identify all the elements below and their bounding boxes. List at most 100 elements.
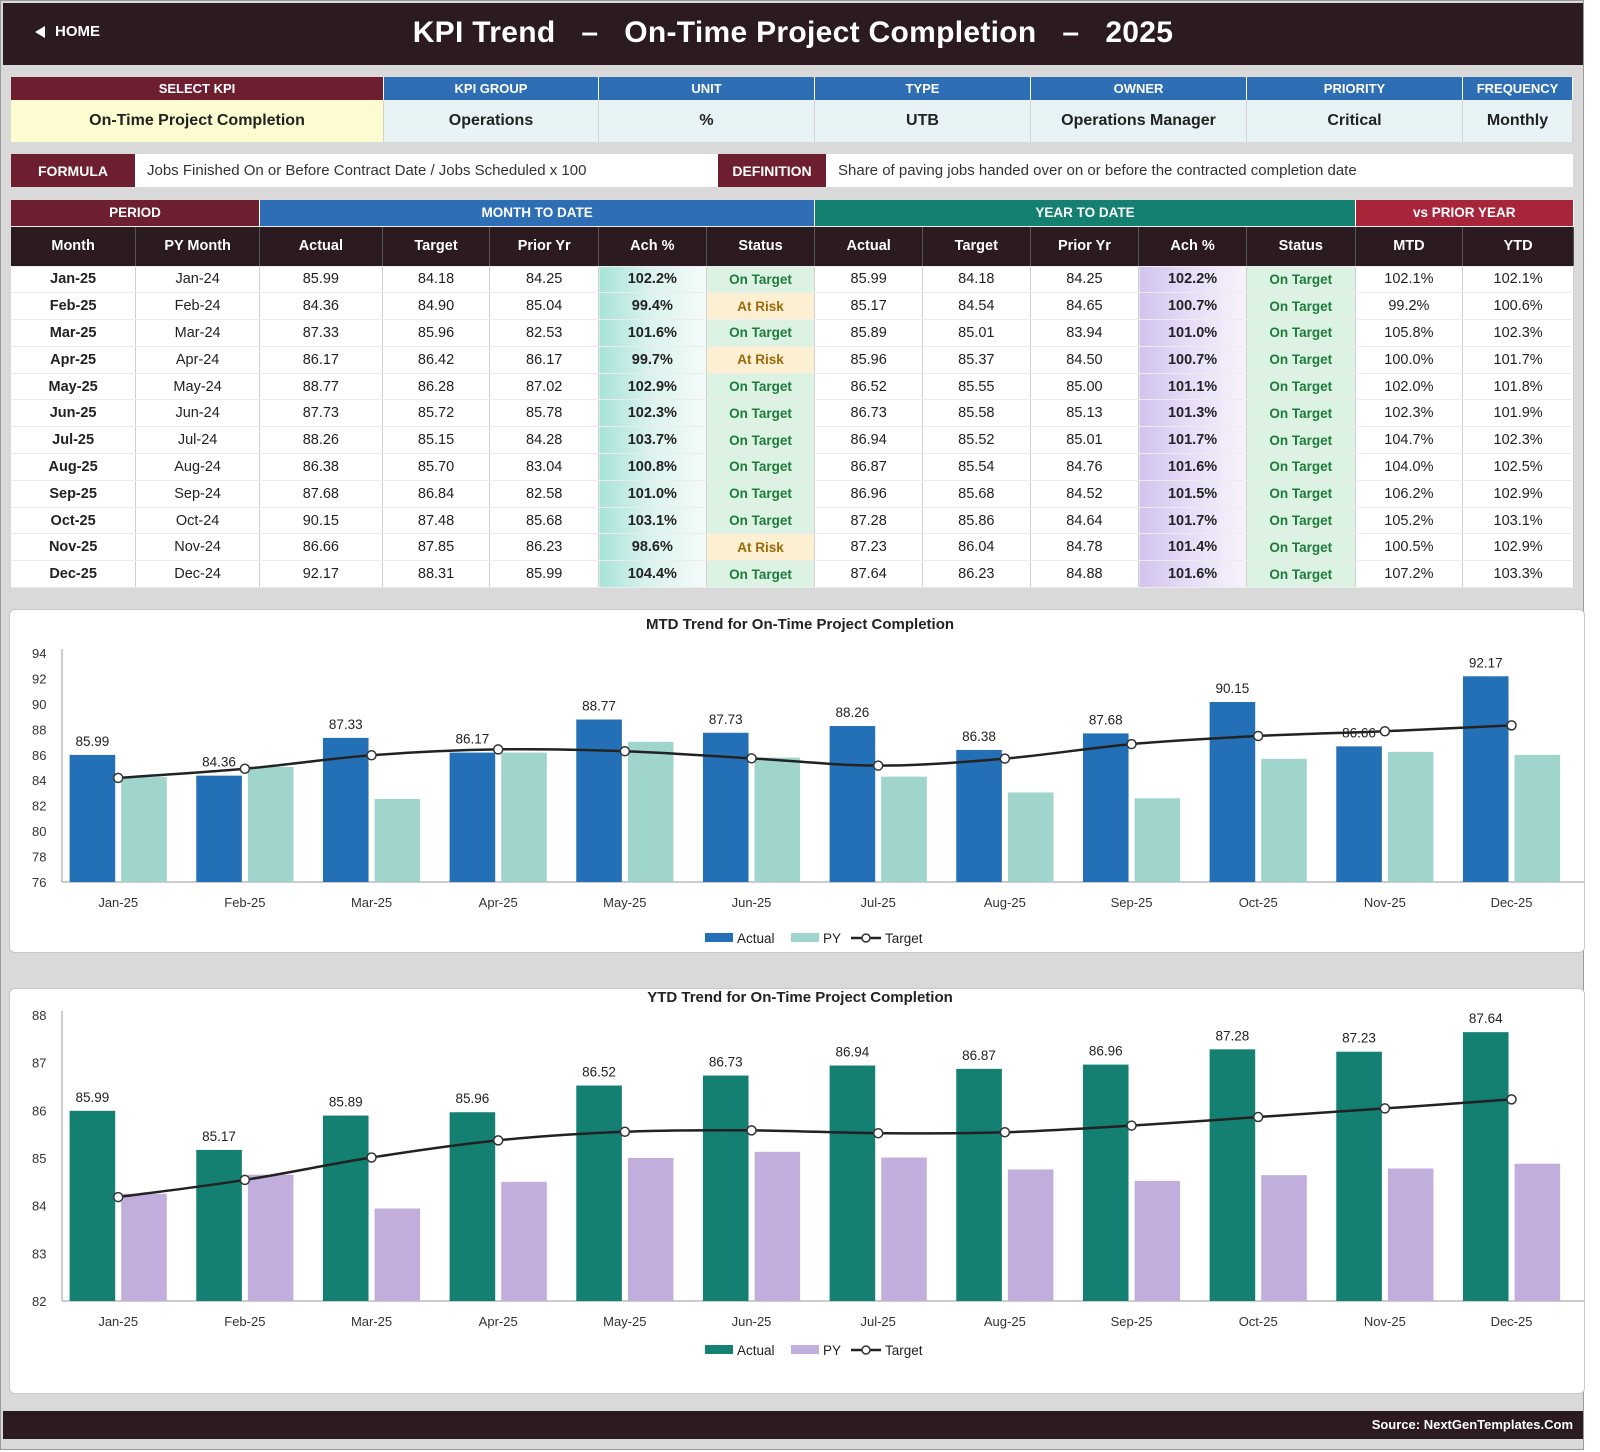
bar-py [1261,758,1307,882]
table-cell: May-24 [135,373,260,401]
table-cell: 85.00 [1030,373,1140,401]
target-marker [1506,1094,1517,1105]
bar-py [1134,1180,1181,1301]
table-cell: 99.2% [1355,292,1464,321]
target-marker [1379,725,1391,737]
table-cell: 85.78 [489,399,599,428]
table-cell: Dec-24 [135,560,260,589]
table-cell: On Target [1246,426,1356,455]
page-title: KPI Trend – On-Time Project Completion –… [412,16,1174,49]
bar-actual [1209,1049,1256,1301]
table-cell: Aug-25 [11,453,137,481]
owner-value: Operations Manager [1031,100,1247,142]
table-cell: 86.17 [259,346,383,374]
table-cell: On Target [1246,346,1356,374]
data-label: 86.73 [709,1055,743,1070]
table-cell: On Target [706,480,816,508]
table-cell: 85.17 [814,292,923,321]
table-cell: 85.37 [922,346,1031,374]
table-cell: On Target [1246,533,1356,562]
table-cell: 87.33 [259,319,383,347]
data-label: 87.23 [1342,1031,1376,1046]
home-button[interactable]: HOME [35,23,100,40]
kpi-info-strip: SELECT KPI On-Time Project Completion KPI … [11,77,1573,142]
target-marker [239,763,251,775]
bar-py [1261,1175,1307,1301]
table-row: Mar-25 Mar-24 87.33 85.96 82.53 101.6% On Targ… [11,319,1574,347]
select-kpi-field[interactable]: SELECT KPI On-Time Project Completion [11,77,384,142]
data-label: 87.33 [329,717,363,732]
table-cell: 85.01 [1030,426,1140,455]
legend-swatch-actual [705,933,733,942]
table-cell: 85.89 [814,319,923,347]
priority-field: PRIORITY Critical [1247,77,1463,142]
table-cell: 88.26 [259,426,383,455]
legend-swatch-actual [705,1345,733,1354]
legend-marker-target [861,1345,871,1355]
table-cell: 102.3% [1462,426,1574,455]
bar-py [1514,754,1561,882]
kpi-trend-table: PERIOD MONTH TO DATE YEAR TO DATE vs PRI… [11,200,1575,589]
table-row: Dec-25 Dec-24 92.17 88.31 85.99 104.4% On Targ… [11,560,1574,589]
bar-py [754,757,801,882]
table-cell: 99.7% [598,346,707,374]
table-cell: 101.7% [1138,426,1247,455]
target-marker [1379,1103,1391,1114]
table-cell: Jan-25 [11,266,137,294]
table-cell: 101.6% [1138,453,1247,481]
column-header: Target [382,226,491,267]
data-label: 86.87 [962,1048,996,1063]
table-cell: On Target [1246,480,1356,508]
legend-swatch-py [791,933,819,942]
y-tick-label: 76 [32,875,46,890]
target-marker [872,760,884,771]
table-cell: On Target [1246,453,1356,481]
x-tick-label: Jun-25 [732,1314,772,1329]
y-tick-label: 84 [32,1199,46,1214]
table-cell: 102.9% [598,373,707,401]
data-label: 84.36 [202,755,236,770]
footer-bar: Source: NextGenTemplates.Com [3,1411,1583,1439]
table-cell: 83.04 [489,453,599,481]
table-cell: Mar-24 [135,319,260,347]
table-cell: 102.5% [1462,453,1574,481]
column-header: Ach % [1138,226,1247,267]
bar-py [247,766,294,882]
table-cell: 88.77 [259,373,383,401]
kpi-group-header: KPI GROUP [384,77,599,100]
bar-py [881,1157,927,1301]
table-cell: 85.96 [814,346,923,374]
table-cell: 84.18 [922,266,1031,294]
data-label: 86.38 [962,729,996,744]
table-cell: 83.94 [1030,319,1140,347]
select-kpi-value[interactable]: On-Time Project Completion [11,100,384,142]
chart-title: MTD Trend for On-Time Project Completion [646,616,954,633]
y-tick-label: 94 [32,646,46,661]
bar-py [121,1193,167,1301]
y-tick-label: 86 [32,1103,46,1118]
unit-field: UNIT% [599,77,815,142]
bar-py [1514,1163,1561,1301]
table-cell: 84.18 [382,266,491,294]
target-line [118,1098,1512,1199]
target-marker [366,750,377,761]
table-cell: 101.1% [1138,373,1247,401]
table-cell: 82.58 [489,480,599,508]
bar-actual [1209,701,1256,882]
x-tick-label: Jun-25 [732,895,772,910]
table-cell: 86.73 [814,399,923,428]
table-cell: 104.4% [598,560,707,589]
table-cell: 102.3% [1355,399,1464,428]
data-label: 85.96 [456,1091,490,1106]
table-cell: On Target [706,426,816,455]
bar-py [374,798,421,882]
target-marker [746,753,757,764]
bar-actual [956,1068,1002,1301]
table-cell: 84.90 [382,292,491,321]
table-cell: At Risk [706,533,816,562]
bar-actual [829,726,876,882]
table-cell: 85.04 [489,292,599,321]
column-header: PY Month [135,226,260,267]
mtd-trend-chart: MTD Trend for On-Time Project Completion… [32,616,1584,946]
data-label: 92.17 [1469,655,1503,670]
